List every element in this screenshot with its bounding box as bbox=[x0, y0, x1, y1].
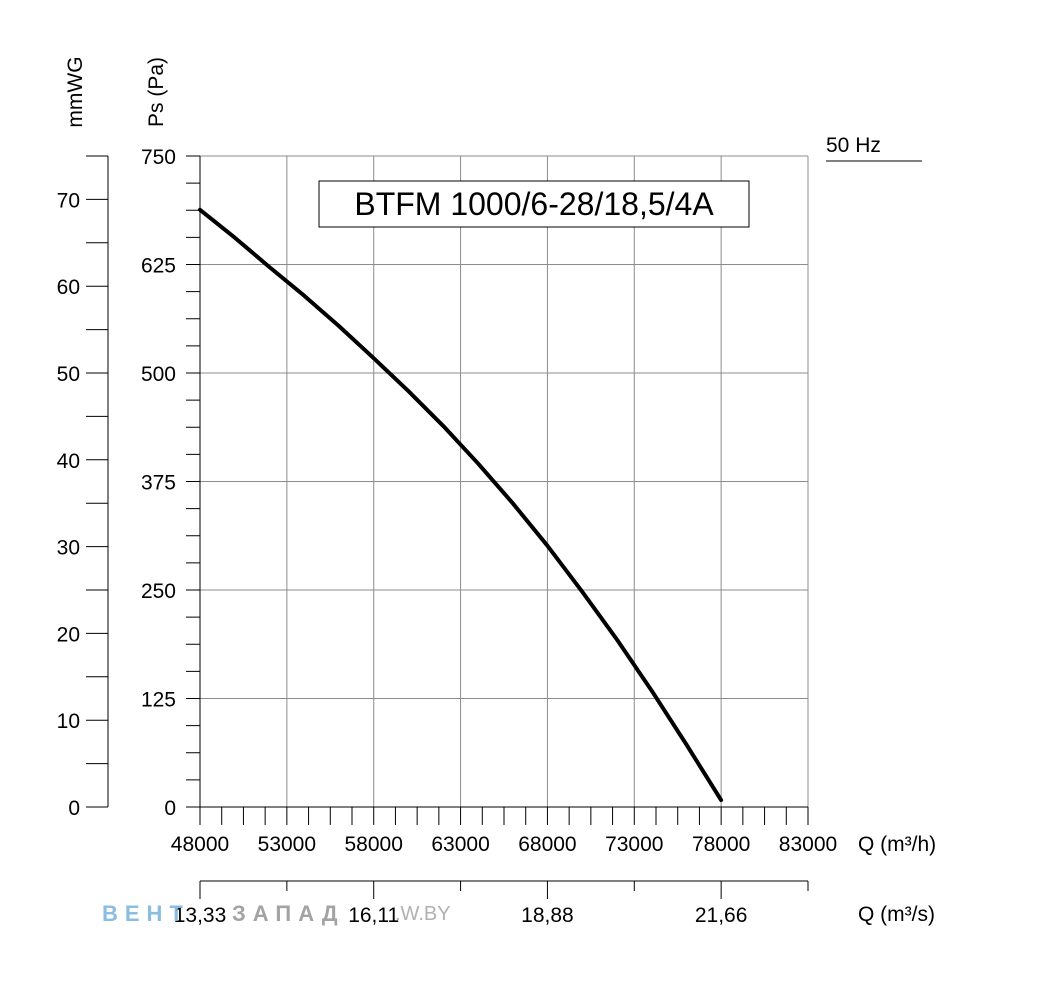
x-tick-label: 63000 bbox=[431, 833, 489, 856]
mmwg-tick-label: 40 bbox=[57, 450, 80, 473]
secondary-tick-label: 13,33 bbox=[174, 904, 227, 927]
mmwg-tick-label: 0 bbox=[68, 797, 80, 820]
x-tick-label: 58000 bbox=[345, 833, 403, 856]
watermark-brand-part2: ЗАПАД bbox=[232, 901, 345, 926]
x-tick-label: 73000 bbox=[605, 833, 663, 856]
x-tick-label: 53000 bbox=[258, 833, 316, 856]
watermark-url: .W.BY bbox=[395, 903, 451, 925]
watermark: ВЕНТ ЗАПАД .W.BY bbox=[102, 901, 451, 926]
pa-tick-label: 375 bbox=[141, 472, 176, 495]
model-label-box bbox=[318, 180, 750, 228]
pa-tick-label: 125 bbox=[141, 689, 176, 712]
series-layer bbox=[198, 207, 724, 803]
y-axis-title-pa: Ps (Pa) bbox=[145, 57, 168, 127]
tick-labels: 0 10 20 30 40 50 60 70 0 125 250 375 500 625 750 48000 5… bbox=[57, 146, 838, 927]
secondary-tick-label: 21,66 bbox=[695, 904, 748, 927]
pa-tick-label: 250 bbox=[141, 580, 176, 603]
minor-ticks bbox=[86, 155, 809, 899]
pa-tick-label: 0 bbox=[164, 797, 176, 820]
x-axis-title-m3s: Q (m³/s) bbox=[858, 903, 935, 926]
model-label: BTFM 1000/6-28/18,5/4A bbox=[354, 186, 714, 222]
secondary-tick-label: 18,88 bbox=[521, 904, 574, 927]
frequency-label: 50 Hz bbox=[826, 134, 881, 157]
fan-curve-line bbox=[198, 207, 724, 803]
pa-tick-label: 500 bbox=[141, 363, 176, 386]
plot-frame bbox=[107, 156, 808, 882]
pa-tick-label: 625 bbox=[141, 255, 176, 278]
x-tick-label: 78000 bbox=[692, 833, 750, 856]
grid bbox=[199, 155, 809, 808]
x-tick-label: 83000 bbox=[779, 833, 837, 856]
x-axis-title-m3h: Q (m³/h) bbox=[858, 833, 936, 856]
y-axis-title-mmwg: mmWG bbox=[64, 56, 87, 127]
secondary-tick-label: 16,11 bbox=[348, 904, 399, 927]
mmwg-tick-label: 70 bbox=[57, 189, 80, 212]
watermark-brand-part1: ВЕНТ bbox=[102, 901, 190, 926]
mmwg-tick-label: 60 bbox=[57, 276, 80, 299]
pa-tick-label: 750 bbox=[141, 146, 176, 169]
mmwg-tick-label: 10 bbox=[57, 710, 80, 733]
x-tick-label: 48000 bbox=[171, 833, 229, 856]
mmwg-tick-label: 50 bbox=[57, 363, 80, 386]
mmwg-tick-label: 30 bbox=[57, 537, 80, 560]
x-tick-label: 68000 bbox=[518, 833, 576, 856]
mmwg-tick-label: 20 bbox=[57, 623, 80, 646]
